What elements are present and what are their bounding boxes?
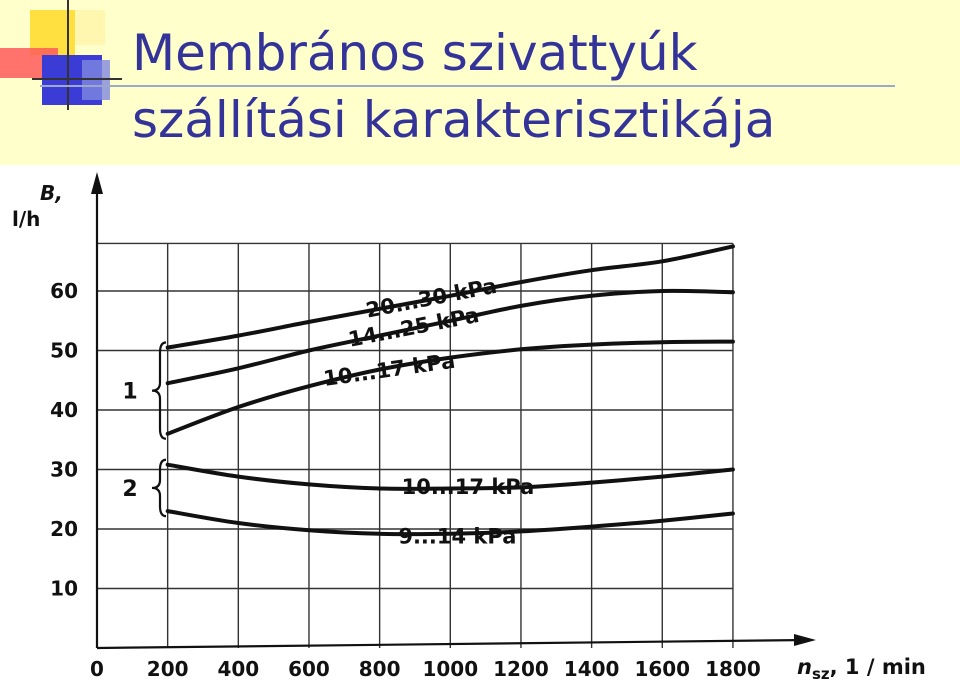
x-axis-label-symbol: n xyxy=(797,655,812,679)
series-annotation-5: 9...14 kPa xyxy=(398,525,516,549)
slide-logo-decoration xyxy=(0,0,130,130)
x-axis-label-subscript: sz xyxy=(812,665,830,683)
series-annotation-3: 10...17 kPa xyxy=(322,349,457,391)
slide-header: Membrános szivattyúk szállítási karakter… xyxy=(0,0,960,165)
x-tick-label: 1800 xyxy=(705,657,761,681)
x-tick-label: 600 xyxy=(288,657,330,681)
y-tick-label: 10 xyxy=(50,577,78,601)
x-axis-label-unit: , 1 / min xyxy=(830,655,926,679)
group-label-2: 2 xyxy=(122,477,137,502)
x-tick-label: 200 xyxy=(147,657,189,681)
delivery-characteristic-chart: 0 200 400 600 800 1000 1200 1400 1600 1800 10 20 30 4… xyxy=(0,165,960,700)
title-underline xyxy=(40,85,895,87)
x-tick-label: 1400 xyxy=(564,657,620,681)
group-bracket-2 xyxy=(152,460,166,516)
chart-group-brackets: 12 xyxy=(122,343,166,517)
slide-title-line-2: szállítási karakterisztikája xyxy=(132,92,775,148)
y-axis-label-unit: l/h xyxy=(12,207,40,231)
y-axis-label-symbol: B, xyxy=(40,181,63,205)
y-tick-label: 20 xyxy=(50,517,78,541)
group-bracket-1 xyxy=(152,343,166,439)
x-tick-label: 800 xyxy=(359,657,401,681)
x-tick-label: 1600 xyxy=(634,657,690,681)
series-annotation-4: 10...17 kPa xyxy=(402,475,535,499)
x-tick-label: 400 xyxy=(217,657,259,681)
y-tick-label: 40 xyxy=(50,398,78,422)
slide-title-line-1: Membrános szivattyúk xyxy=(132,25,698,81)
y-tick-label: 50 xyxy=(50,339,78,363)
group-label-1: 1 xyxy=(122,380,137,405)
x-axis-label: nsz, 1 / min xyxy=(797,655,926,683)
x-tick-label: 1000 xyxy=(422,657,478,681)
x-tick-label: 0 xyxy=(90,657,104,681)
y-tick-label: 60 xyxy=(50,279,78,303)
x-tick-label: 1200 xyxy=(493,657,549,681)
y-tick-label: 30 xyxy=(50,458,78,482)
